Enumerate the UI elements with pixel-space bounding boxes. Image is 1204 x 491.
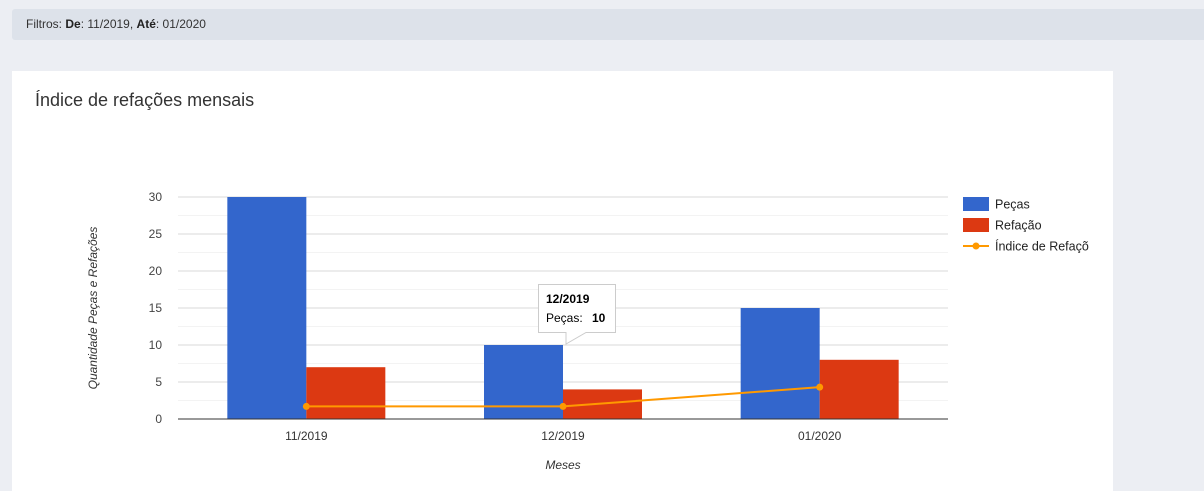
chart-card: Índice de refações mensais	[12, 71, 1113, 491]
filter-from-label: De	[65, 17, 81, 31]
y-tick-label: 30	[149, 190, 163, 204]
tooltip-title: 12/2019	[546, 292, 590, 306]
y-axis-title: Quantidade Peças e Refações	[86, 227, 100, 390]
y-tick-label: 20	[149, 264, 163, 278]
bar-0-1[interactable]	[484, 345, 563, 419]
legend-label-1[interactable]: Refação	[995, 219, 1042, 233]
bar-0-0[interactable]	[227, 197, 307, 419]
line-point-2-0[interactable]	[302, 402, 310, 410]
filter-to-value: 01/2020	[162, 17, 206, 31]
filter-bar: Filtros: De: 11/2019, Até: 01/2020	[12, 9, 1204, 40]
bar-1-0[interactable]	[306, 367, 386, 419]
line-point-2-2[interactable]	[816, 383, 824, 391]
legend-swatch-1[interactable]	[963, 218, 989, 232]
tooltip-box	[538, 284, 616, 345]
x-tick-label: 11/2019	[285, 429, 328, 443]
chart-title: Índice de refações mensais	[35, 90, 255, 110]
line-point-2-1[interactable]	[559, 402, 567, 410]
tooltip: 12/2019 Peças: 10	[538, 284, 616, 345]
y-tick-label: 5	[155, 375, 162, 389]
x-tick-label: 12/2019	[541, 429, 585, 443]
refacoes-combo-chart[interactable]: 0 5 10 15 20 25 30 11/2019 12/2019 01/2020 Meses Qu…	[0, 0, 1204, 476]
legend-label-0[interactable]: Peças	[995, 198, 1030, 212]
y-tick-label: 15	[149, 301, 163, 315]
y-tick-label: 10	[149, 338, 163, 352]
legend-swatch-0[interactable]	[963, 197, 989, 211]
filter-from-value: 11/2019	[87, 17, 130, 31]
tooltip-value: 10	[592, 311, 606, 325]
filter-prefix: Filtros:	[26, 17, 62, 31]
legend-point-swatch-2[interactable]	[972, 242, 980, 250]
filter-to-label: Até	[136, 17, 156, 31]
tooltip-label: Peças:	[546, 311, 583, 325]
y-tick-label: 0	[155, 412, 162, 426]
legend: Peças Refação Índice de Refações	[963, 197, 1102, 254]
legend-label-2[interactable]: Índice de Refações	[995, 239, 1102, 254]
x-tick-label: 01/2020	[798, 429, 842, 443]
y-tick-label: 25	[149, 227, 163, 241]
bar-1-2[interactable]	[819, 359, 899, 419]
bar-0-2[interactable]	[740, 308, 820, 419]
x-axis-title: Meses	[545, 458, 580, 472]
